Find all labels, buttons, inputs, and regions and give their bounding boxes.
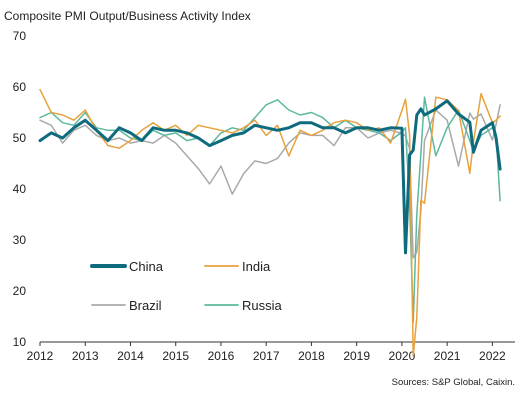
x-tick-label: 2019 [343,349,370,363]
chart-title: Composite PMI Output/Business Activity I… [4,9,251,23]
axes: 10 20 30 40 50 60 70 2012 2013 2014 2015 2016 2017 20… [13,29,515,363]
y-tick-label: 50 [13,131,27,145]
legend-label-russia: Russia [242,298,283,313]
y-tick-label: 40 [13,182,27,196]
y-tick-label: 20 [13,284,27,298]
y-tick-label: 30 [13,233,27,247]
series-line-russia [39,96,501,323]
x-tick-label: 2015 [162,349,189,363]
y-tick-label: 70 [13,29,27,43]
x-tick-label: 2020 [389,349,416,363]
x-tick-label: 2021 [434,349,461,363]
series-line-china [38,99,502,255]
x-tick-label: 2012 [27,349,54,363]
x-tick-label: 2018 [298,349,325,363]
legend-label-china: China [129,259,164,274]
y-tick-label: 60 [13,80,27,94]
legend: China India Brazil Russia [90,259,283,313]
source-note: Sources: S&P Global, Caixin. [392,377,515,388]
x-tick-label: 2014 [117,349,144,363]
legend-label-india: India [242,259,271,274]
y-tick-label: 10 [13,335,27,349]
x-tick-label: 2017 [253,349,280,363]
legend-label-brazil: Brazil [129,298,162,313]
series-line-india [39,88,501,358]
x-tick-label: 2022 [479,349,506,363]
x-tick-label: 2016 [208,349,235,363]
x-tick-label: 2013 [72,349,99,363]
series-group [38,88,502,358]
